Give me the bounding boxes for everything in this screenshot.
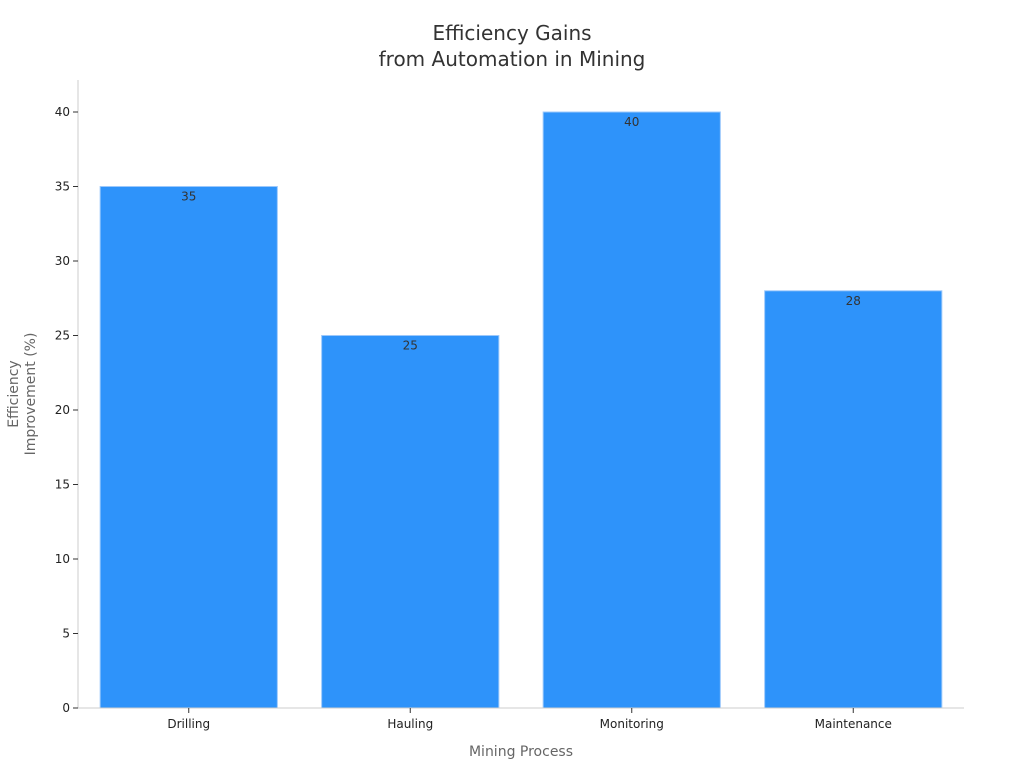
chart-title: Efficiency Gains from Automation in Mini… xyxy=(379,21,646,71)
x-axis-ticks: Drilling Hauling Monitoring Maintenance xyxy=(167,708,892,731)
x-axis-title: Mining Process xyxy=(469,744,573,760)
bar-maintenance xyxy=(764,290,943,709)
y-tick-label: 30 xyxy=(55,254,70,268)
y-axis-title: Efficiency Improvement (%) xyxy=(6,333,39,456)
y-tick-label: 5 xyxy=(62,627,70,641)
bars-group xyxy=(99,111,943,709)
data-label-maintenance: 28 xyxy=(846,294,861,308)
data-label-monitoring: 40 xyxy=(624,115,639,129)
bar-drilling xyxy=(99,186,278,709)
data-label-drilling: 35 xyxy=(181,190,196,204)
x-tick-label-hauling: Hauling xyxy=(387,717,433,731)
y-tick-label: 0 xyxy=(62,701,70,715)
bar-hauling xyxy=(321,335,500,709)
chart-title-line-1: Efficiency Gains xyxy=(432,21,591,45)
y-axis-title-line-1: Efficiency xyxy=(6,360,22,427)
x-tick-label-drilling: Drilling xyxy=(167,717,210,731)
y-tick-label: 40 xyxy=(55,105,70,119)
chart-title-line-2: from Automation in Mining xyxy=(379,47,646,71)
y-axis-title-line-2: Improvement (%) xyxy=(23,333,39,456)
data-label-hauling: 25 xyxy=(403,339,418,353)
y-tick-label: 25 xyxy=(55,329,70,343)
data-labels-group: 35 25 40 28 xyxy=(181,115,861,353)
y-tick-label: 15 xyxy=(55,478,70,492)
y-tick-label: 20 xyxy=(55,403,70,417)
y-tick-label: 10 xyxy=(55,552,70,566)
bar-monitoring xyxy=(542,111,721,709)
x-tick-label-monitoring: Monitoring xyxy=(600,717,664,731)
y-tick-label: 35 xyxy=(55,180,70,194)
y-axis-ticks: 0 5 10 15 20 25 30 35 40 xyxy=(55,105,78,715)
x-tick-label-maintenance: Maintenance xyxy=(815,717,892,731)
